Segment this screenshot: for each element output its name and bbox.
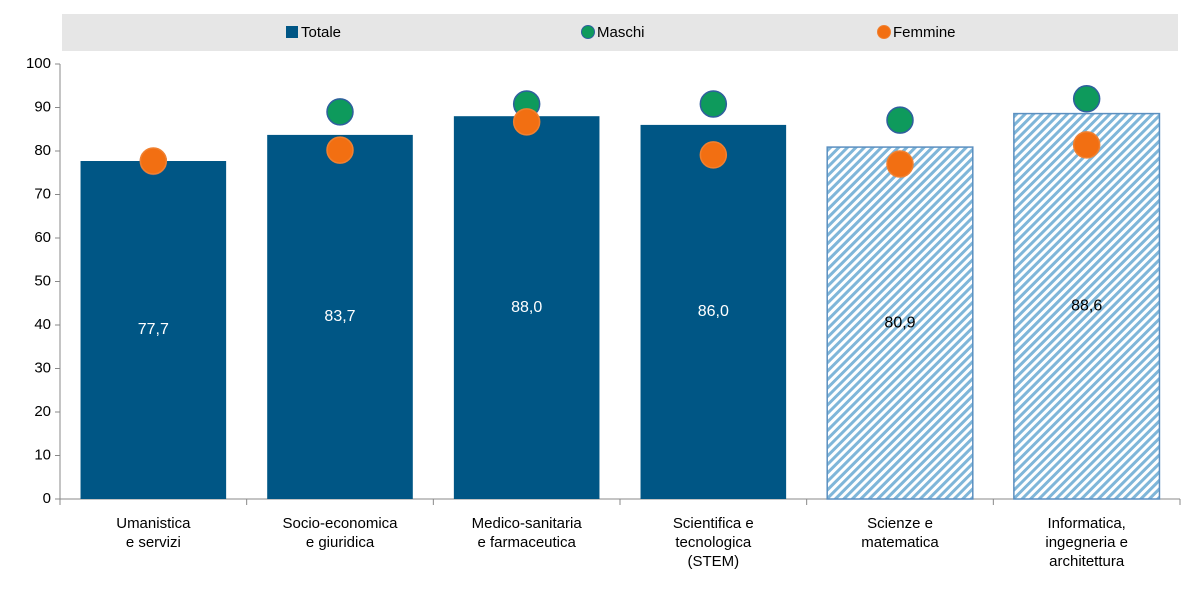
y-tick-label: 50 xyxy=(34,272,51,289)
bar xyxy=(1013,112,1161,500)
bar xyxy=(826,146,974,500)
x-tick-label: Umanistica xyxy=(116,515,191,532)
legend-label: Maschi xyxy=(597,24,645,41)
x-tick-label: Scientifica e xyxy=(673,515,754,532)
y-tick-label: 80 xyxy=(34,142,51,159)
y-tick-label: 60 xyxy=(34,229,51,246)
bar xyxy=(453,116,600,499)
value-label: 83,7 xyxy=(324,308,355,325)
legend-background xyxy=(62,14,1178,51)
marker xyxy=(1072,131,1101,159)
x-tick-label: Socio-economica xyxy=(282,515,398,532)
legend-swatch xyxy=(877,25,891,39)
bar xyxy=(267,134,413,499)
legend-swatch xyxy=(286,26,298,38)
marker xyxy=(326,98,354,126)
y-tick-label: 10 xyxy=(34,446,51,463)
marker xyxy=(699,141,728,169)
legend-label: Totale xyxy=(301,24,341,41)
x-tick-label: ingegneria e xyxy=(1045,534,1128,551)
value-label: 80,9 xyxy=(884,314,915,331)
y-tick-label: 40 xyxy=(34,316,51,333)
value-label: 88,6 xyxy=(1071,298,1102,315)
marker xyxy=(699,90,728,118)
x-tick-label: architettura xyxy=(1049,553,1125,570)
marker xyxy=(139,147,168,175)
y-tick-label: 0 xyxy=(43,490,51,507)
x-tick-label: e giuridica xyxy=(306,534,375,551)
value-label: 88,0 xyxy=(511,299,542,316)
y-tick-label: 20 xyxy=(34,403,51,420)
legend-swatch xyxy=(581,25,595,39)
marker xyxy=(1072,85,1101,113)
bar xyxy=(640,124,787,500)
marker xyxy=(886,150,914,178)
x-tick-label: e servizi xyxy=(126,534,181,551)
x-tick-label: (STEM) xyxy=(687,553,739,570)
marker xyxy=(886,106,914,134)
y-tick-label: 100 xyxy=(26,55,51,72)
value-label: 77,7 xyxy=(138,321,169,338)
x-tick-label: matematica xyxy=(861,534,939,551)
bar xyxy=(80,161,227,499)
y-tick-label: 70 xyxy=(34,185,51,202)
marker xyxy=(512,108,541,136)
y-tick-label: 30 xyxy=(34,359,51,376)
legend-label: Femmine xyxy=(893,24,956,41)
value-label: 86,0 xyxy=(698,303,729,320)
y-tick-label: 90 xyxy=(34,98,51,115)
marker xyxy=(326,136,354,164)
x-tick-label: Informatica, xyxy=(1047,515,1125,532)
x-tick-label: Scienze e xyxy=(867,515,933,532)
x-tick-label: e farmaceutica xyxy=(477,534,576,551)
x-tick-label: Medico-sanitaria xyxy=(472,515,583,532)
x-tick-label: tecnologica xyxy=(675,534,752,551)
